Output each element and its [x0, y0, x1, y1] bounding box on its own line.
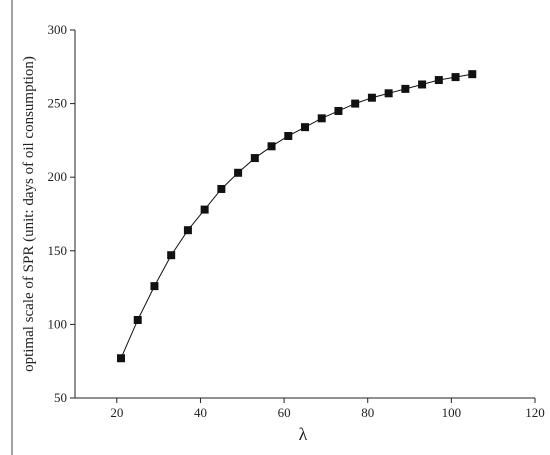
x-tick-label: 100: [442, 405, 462, 420]
y-tick-label: 150: [48, 243, 68, 258]
x-tick-label: 20: [110, 405, 123, 420]
marker: [150, 282, 159, 291]
marker: [434, 76, 443, 85]
marker: [167, 251, 176, 260]
y-axis-label: optimal scale of SPR (unit: days of oil …: [21, 56, 37, 372]
x-axis-label: λ: [299, 424, 308, 444]
x-tick-label: 80: [361, 405, 374, 420]
x-tick-label: 40: [194, 405, 207, 420]
marker: [133, 315, 142, 324]
marker: [250, 154, 259, 163]
marker: [468, 70, 477, 79]
x-tick-label: 120: [525, 405, 545, 420]
marker: [384, 89, 393, 98]
marker: [334, 106, 343, 115]
y-tick-label: 100: [48, 316, 68, 331]
y-tick-label: 200: [48, 169, 68, 184]
y-tick-label: 300: [48, 22, 68, 37]
marker: [234, 168, 243, 177]
marker: [317, 114, 326, 123]
y-tick-label: 50: [54, 390, 67, 405]
marker: [117, 354, 125, 363]
marker: [401, 84, 410, 93]
marker: [367, 93, 376, 102]
marker: [418, 80, 427, 89]
y-tick-label: 250: [48, 96, 68, 111]
marker: [451, 73, 460, 82]
marker: [267, 142, 276, 151]
marker: [351, 99, 360, 108]
marker: [284, 131, 293, 140]
marker: [217, 184, 226, 193]
x-tick-label: 60: [278, 405, 291, 420]
marker: [183, 226, 192, 235]
line: [120, 73, 473, 359]
marker: [301, 123, 309, 132]
marker: [200, 205, 209, 214]
